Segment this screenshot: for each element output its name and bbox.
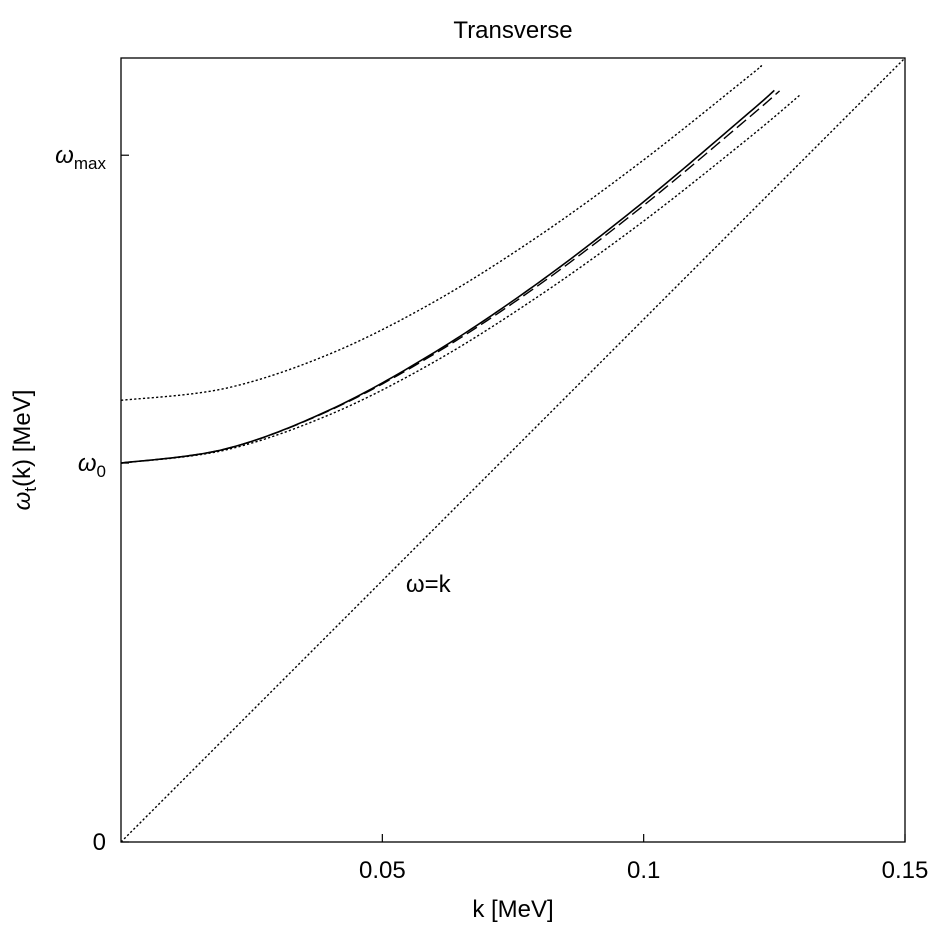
series-line-5-dotted (121, 58, 905, 842)
annotation-1: ω=k (406, 571, 452, 598)
series-line-2-dashed (121, 90, 781, 464)
x-tick-label-2: 0.1 (627, 857, 660, 884)
x-tick-label-1: 0.05 (359, 857, 406, 884)
y-axis-label-sub: t (21, 487, 40, 492)
y-tick-label-2: ω0 (78, 450, 106, 481)
y-tick-label-1: 0 (93, 829, 106, 856)
annotation-layer: ω=k (406, 571, 452, 598)
series-line-4-dotted (121, 94, 801, 464)
plot-area-frame (120, 57, 906, 843)
y-tick-label-3: ωmax (55, 142, 106, 173)
series-line-1-solid (121, 89, 775, 464)
ticks-layer: 0.05 0.1 0.15 0 ω0 ωmax (55, 142, 928, 884)
x-tick-label-3: 0.15 (882, 857, 929, 884)
series-layer (121, 58, 905, 842)
y-axis-label-main: ω (9, 492, 36, 511)
series-line-3-dotted (121, 65, 763, 402)
x-axis-label: k [MeV] (472, 896, 553, 923)
y-axis-label: ωt(k) [MeV] (9, 390, 40, 511)
chart-title: Transverse (453, 17, 572, 44)
y-axis-label-rest: (k) [MeV] (9, 390, 36, 487)
